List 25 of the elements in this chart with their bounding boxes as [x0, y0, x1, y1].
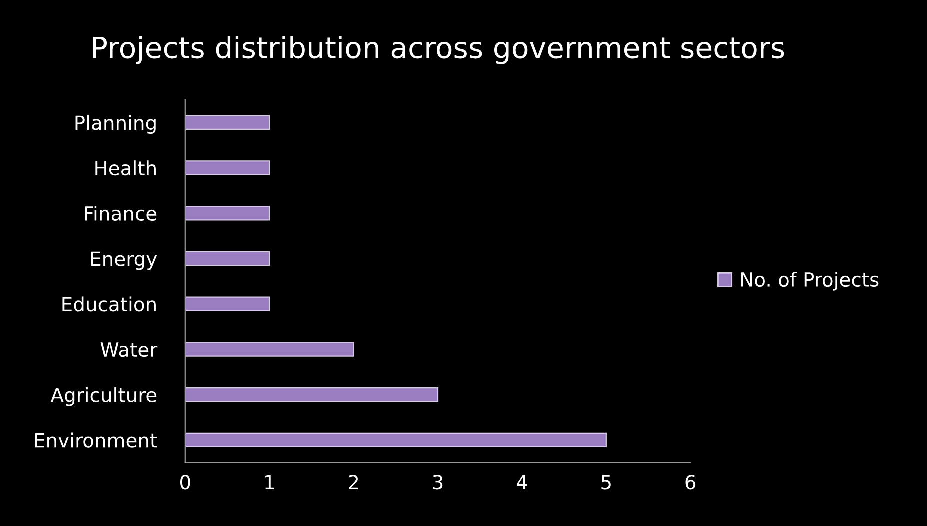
bar — [185, 432, 607, 448]
x-tick-label: 3 — [433, 475, 443, 490]
y-tick-label: Health — [96, 160, 156, 176]
bar — [185, 387, 439, 402]
bar — [185, 251, 270, 266]
y-tick-label: Environment — [35, 432, 158, 448]
y-tick-label: Energy — [91, 252, 158, 270]
chart-title: Projects distribution across government sectors — [93, 36, 784, 64]
y-tick-label: Education — [62, 296, 156, 312]
x-tick-label: 5 — [602, 475, 611, 490]
x-tick-label: 1 — [266, 475, 274, 490]
bar — [185, 115, 270, 130]
x-tick-label: 2 — [349, 475, 358, 490]
legend-label: No. of Projects — [742, 272, 879, 291]
bar — [185, 296, 270, 312]
x-tick-label: 6 — [686, 475, 696, 490]
y-tick-label: Agriculture — [50, 387, 157, 406]
bar — [185, 206, 270, 221]
bar — [185, 342, 354, 357]
x-tick-label: 4 — [516, 475, 528, 490]
y-tick-label: Finance — [85, 206, 157, 222]
x-tick-label: 0 — [180, 475, 190, 490]
y-tick-label: Water — [100, 342, 158, 358]
bar — [185, 160, 270, 176]
y-tick-label: Planning — [76, 115, 156, 134]
